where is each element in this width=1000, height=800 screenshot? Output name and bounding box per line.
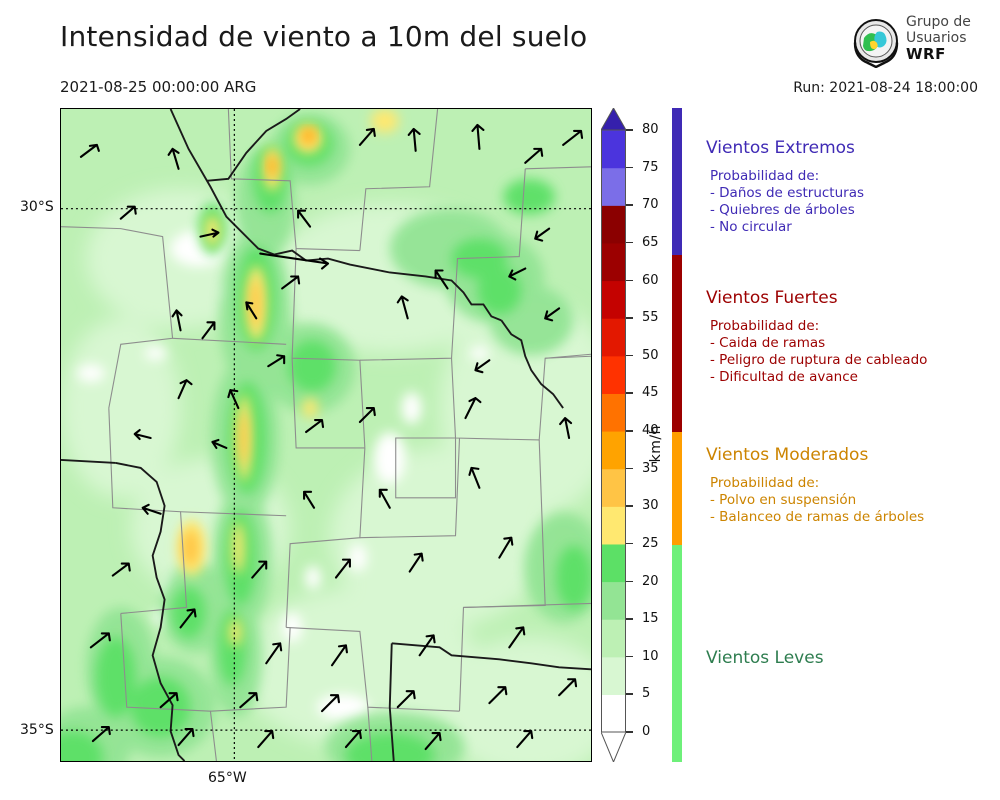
colorbar-tickmark [626, 467, 633, 470]
colorbar-tick-35: 35 [642, 460, 659, 476]
colorbar-tickmark [626, 204, 633, 206]
colorbar-tickmark [626, 618, 633, 620]
lon-label-65w: 65°W [208, 770, 247, 786]
legend-line-moderados-2: - Balanceo de ramas de árboles [710, 509, 925, 525]
legend-bar-segment-1 [672, 255, 682, 432]
colorbar-unit-label: km/h [648, 425, 664, 463]
colorbar-tick-40: 40 [642, 423, 659, 438]
colorbar-tickmark [626, 166, 633, 169]
lat-label-35s: 35°S [20, 722, 54, 738]
colorbar-tick-10: 10 [642, 648, 659, 664]
colorbar-tick-15: 15 [642, 611, 659, 627]
colorbar-tick-70: 70 [642, 197, 659, 213]
logo-line-3: WRF [906, 45, 946, 63]
legend-line-fuertes-2: - Peligro de ruptura de cableado [710, 352, 928, 368]
legend-line-moderados-1: - Polvo en suspensión [710, 492, 857, 508]
colorbar-tick-50: 50 [642, 347, 659, 363]
legend-bar-segment-0 [672, 108, 682, 255]
page-title: Intensidad de viento a 10m del suelo [60, 20, 588, 53]
wind-speed-colorbar[interactable] [601, 108, 626, 762]
colorbar-tickmark [626, 542, 633, 545]
colorbar-tickmark [626, 731, 633, 733]
legend-line-moderados-0: Probabilidad de: [710, 475, 820, 491]
valid-time-label: 2021-08-25 00:00:00 ARG [60, 78, 257, 96]
colorbar-tick-25: 25 [642, 535, 659, 551]
colorbar-tick-5: 5 [642, 686, 651, 702]
colorbar-tick-45: 45 [642, 385, 659, 401]
wrf-logo: Grupo de Usuarios WRF [850, 14, 995, 72]
colorbar-tick-20: 20 [642, 573, 659, 589]
lat-label-30s: 30°S [20, 199, 54, 215]
colorbar-tickmark [626, 505, 633, 507]
legend-section-leves: Vientos Leves [706, 648, 824, 678]
colorbar-tick-65: 65 [642, 234, 659, 250]
wind-speed-map[interactable] [60, 108, 592, 762]
legend-section-moderados: Vientos Moderados Probabilidad de: - Polvo… [706, 445, 924, 526]
colorbar-tickmark [626, 580, 633, 582]
colorbar-tick-75: 75 [642, 159, 659, 175]
legend-line-extremos-0: Probabilidad de: [710, 168, 820, 184]
legend-line-extremos-1: - Daños de estructuras [710, 185, 865, 201]
colorbar-tickmark [626, 354, 633, 357]
legend-title-moderados: Vientos Moderados [706, 445, 869, 465]
legend-section-extremos: Vientos Extremos Probabilidad de: - Daños … [706, 138, 864, 236]
colorbar-tick-55: 55 [642, 310, 659, 326]
logo-line-1: Grupo de [906, 14, 971, 30]
colorbar-tick-0: 0 [642, 724, 651, 739]
legend-section-fuertes: Vientos Fuertes Probabilidad de: - Caida d… [706, 288, 927, 386]
colorbar-tick-labels: 0 5 10 15 20 25 30 35 40 45 50 55 60 65 70 75 80 [628, 100, 668, 770]
logo-line-2: Usuarios [906, 30, 967, 46]
colorbar-tickmark [626, 317, 633, 319]
colorbar-tickmark [626, 430, 633, 432]
colorbar-tick-60: 60 [642, 272, 659, 288]
colorbar-tick-30: 30 [642, 498, 659, 514]
colorbar-tickmark [626, 655, 633, 658]
colorbar-tick-80: 80 [642, 122, 659, 137]
colorbar-tickmark [626, 693, 633, 695]
legend-line-extremos-3: - No circular [710, 219, 792, 235]
legend-title-fuertes: Vientos Fuertes [706, 288, 838, 308]
colorbar-tickmark [626, 241, 633, 244]
wind-vector-field [79, 123, 584, 751]
colorbar-tickmark [626, 279, 633, 281]
legend-text-panel: Vientos Extremos Probabilidad de: - Daños … [706, 108, 996, 762]
colorbar-tickmark [626, 129, 633, 131]
legend-bar-segment-2 [672, 432, 682, 545]
legend-title-leves: Vientos Leves [706, 648, 824, 668]
colorbar-tickmark [626, 392, 633, 394]
legend-line-fuertes-0: Probabilidad de: [710, 318, 820, 334]
legend-category-bar [672, 108, 682, 762]
map-canvas [61, 109, 591, 761]
legend-title-extremos: Vientos Extremos [706, 138, 855, 158]
legend-line-extremos-2: - Quiebres de árboles [710, 202, 855, 218]
logo-text: Grupo de Usuarios WRF [906, 14, 971, 62]
legend-bar-segment-3 [672, 545, 682, 762]
run-time-label: Run: 2021-08-24 18:00:00 [793, 80, 978, 96]
globe-emblem-icon [853, 19, 899, 68]
legend-line-fuertes-1: - Caida de ramas [710, 335, 826, 351]
legend-line-fuertes-3: - Dificultad de avance [710, 369, 858, 385]
